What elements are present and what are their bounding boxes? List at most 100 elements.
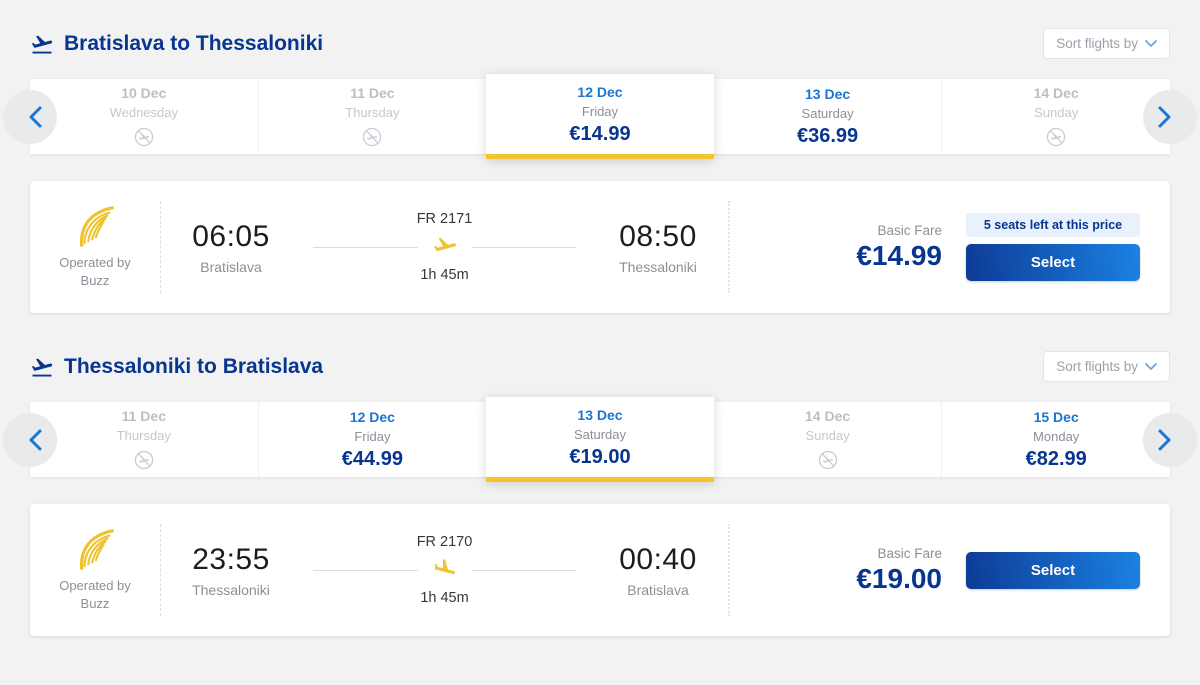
chevron-right-icon bbox=[1158, 106, 1171, 127]
date-carousel-return: 11 Dec Thursday 12 Dec Friday €44.99 13 … bbox=[3, 397, 1197, 482]
date-carousel-outbound: 10 Dec Wednesday 11 Dec Thursday 12 Dec … bbox=[3, 74, 1197, 159]
sort-flights-label: Sort flights by bbox=[1056, 359, 1138, 374]
carousel-prev-button[interactable] bbox=[3, 412, 57, 467]
departure-time: 06:05 bbox=[192, 219, 270, 253]
day-label: Saturday bbox=[573, 427, 626, 442]
chevron-left-icon bbox=[29, 106, 42, 127]
departure-block: 06:05 Bratislava bbox=[171, 220, 291, 275]
arrival-block: 08:50 Thessaloniki bbox=[598, 220, 718, 275]
divider-dotted bbox=[728, 524, 730, 616]
date-label: 11 Dec bbox=[350, 85, 395, 101]
flight-duration: 1h 45m bbox=[420, 267, 469, 283]
chevron-left-icon bbox=[29, 429, 42, 450]
fare-type-label: Basic Fare bbox=[877, 545, 942, 561]
plane-takeoff-icon bbox=[30, 355, 54, 379]
plane-landing-icon bbox=[432, 557, 458, 583]
seats-left-badge: 5 seats left at this price bbox=[966, 213, 1140, 237]
return-title-row: Thessaloniki to Bratislava bbox=[30, 355, 323, 379]
flight-number: FR 2170 bbox=[416, 534, 473, 550]
divider-dashed bbox=[160, 201, 161, 293]
day-label: Wednesday bbox=[109, 105, 178, 120]
departure-city: Bratislava bbox=[200, 258, 262, 275]
operator-label: Operated by Buzz bbox=[59, 254, 131, 288]
outbound-title-row: Bratislava to Thessaloniki bbox=[30, 32, 323, 56]
route-line bbox=[313, 234, 576, 260]
carousel-next-button[interactable] bbox=[1143, 89, 1197, 144]
date-price: €19.00 bbox=[569, 446, 631, 468]
sort-flights-label: Sort flights by bbox=[1056, 36, 1138, 51]
arrival-time: 08:50 bbox=[619, 219, 697, 253]
arrival-time: 00:40 bbox=[619, 542, 697, 576]
date-label: 13 Dec bbox=[577, 407, 623, 423]
date-cell[interactable]: 13 Dec Saturday €36.99 bbox=[714, 79, 942, 154]
day-label: Friday bbox=[581, 104, 619, 119]
action-block: 5 seats left at this price Select bbox=[966, 213, 1140, 281]
sort-flights-dropdown[interactable]: Sort flights by bbox=[1043, 28, 1170, 59]
date-label: 14 Dec bbox=[805, 408, 851, 424]
date-cell: 14 Dec Sunday bbox=[714, 402, 942, 477]
no-flight-icon bbox=[133, 449, 155, 471]
date-cell[interactable]: 15 Dec Monday €82.99 bbox=[941, 402, 1170, 477]
divider-dashed bbox=[160, 524, 161, 616]
date-cell: 11 Dec Thursday bbox=[257, 79, 487, 154]
plane-takeoff-icon bbox=[432, 234, 458, 260]
select-button[interactable]: Select bbox=[966, 551, 1140, 589]
day-label: Sunday bbox=[805, 428, 850, 443]
operator-block: Operated by Buzz bbox=[30, 527, 160, 613]
date-label: 13 Dec bbox=[805, 85, 851, 102]
route-line bbox=[313, 557, 576, 583]
flight-duration: 1h 45m bbox=[420, 590, 469, 606]
carousel-cells: 11 Dec Thursday 12 Dec Friday €44.99 13 … bbox=[30, 397, 1170, 482]
operator-block: Operated by Buzz bbox=[30, 204, 160, 290]
section-header-return: Thessaloniki to Bratislava Sort flights … bbox=[30, 313, 1170, 382]
carousel-cells: 10 Dec Wednesday 11 Dec Thursday 12 Dec … bbox=[30, 74, 1170, 159]
no-flight-icon bbox=[817, 449, 839, 471]
plane-takeoff-icon bbox=[30, 32, 54, 56]
departure-city: Thessaloniki bbox=[192, 581, 270, 598]
date-cell: 14 Dec Sunday bbox=[941, 79, 1170, 154]
action-block: Select bbox=[966, 551, 1140, 589]
operator-label: Operated by Buzz bbox=[59, 577, 131, 611]
page-title: Bratislava to Thessaloniki bbox=[64, 31, 324, 55]
date-cell: 10 Dec Wednesday bbox=[30, 79, 258, 154]
no-flight-icon bbox=[133, 126, 155, 148]
sort-flights-dropdown[interactable]: Sort flights by bbox=[1043, 351, 1170, 382]
fare-type-label: Basic Fare bbox=[877, 222, 942, 238]
day-label: Sunday bbox=[1034, 105, 1079, 120]
date-label: 11 Dec bbox=[121, 408, 166, 424]
arrival-block: 00:40 Bratislava bbox=[598, 543, 718, 598]
date-cell-selected[interactable]: 13 Dec Saturday €19.00 bbox=[486, 397, 714, 482]
day-label: Saturday bbox=[801, 105, 854, 121]
flight-results-page: Bratislava to Thessaloniki Sort flights … bbox=[3, 0, 1197, 636]
buzz-harp-logo-icon bbox=[79, 206, 114, 247]
no-flight-icon bbox=[361, 126, 383, 148]
fare-block: Basic Fare €19.00 bbox=[730, 546, 966, 595]
select-button[interactable]: Select bbox=[966, 244, 1140, 281]
flight-number: FR 2171 bbox=[416, 211, 473, 227]
fare-block: Basic Fare €14.99 bbox=[730, 223, 966, 272]
carousel-prev-button[interactable] bbox=[3, 89, 57, 144]
no-flight-icon bbox=[1045, 126, 1067, 148]
page-title: Thessaloniki to Bratislava bbox=[64, 354, 324, 378]
date-label: 15 Dec bbox=[1033, 408, 1079, 425]
section-header-outbound: Bratislava to Thessaloniki Sort flights … bbox=[30, 0, 1170, 59]
date-cell-selected[interactable]: 12 Dec Friday €14.99 bbox=[486, 74, 714, 159]
date-label: 12 Dec bbox=[577, 84, 623, 100]
arrival-city: Bratislava bbox=[627, 581, 689, 598]
date-price: €82.99 bbox=[1025, 447, 1087, 470]
date-cell[interactable]: 12 Dec Friday €44.99 bbox=[257, 402, 487, 477]
departure-time: 23:55 bbox=[192, 542, 270, 576]
divider-dotted bbox=[728, 201, 730, 293]
day-label: Thursday bbox=[116, 428, 171, 443]
fare-price: €14.99 bbox=[856, 239, 942, 271]
departure-block: 23:55 Thessaloniki bbox=[171, 543, 291, 598]
route-block: FR 2170 1h 45m bbox=[301, 534, 588, 606]
date-price: €36.99 bbox=[796, 124, 859, 147]
date-label: 12 Dec bbox=[349, 408, 395, 425]
date-cell: 11 Dec Thursday bbox=[30, 402, 258, 477]
chevron-down-icon bbox=[1145, 362, 1157, 370]
buzz-harp-logo-icon bbox=[79, 529, 114, 570]
date-price: €44.99 bbox=[341, 447, 403, 470]
carousel-next-button[interactable] bbox=[1143, 412, 1197, 467]
date-label: 14 Dec bbox=[1033, 85, 1079, 101]
